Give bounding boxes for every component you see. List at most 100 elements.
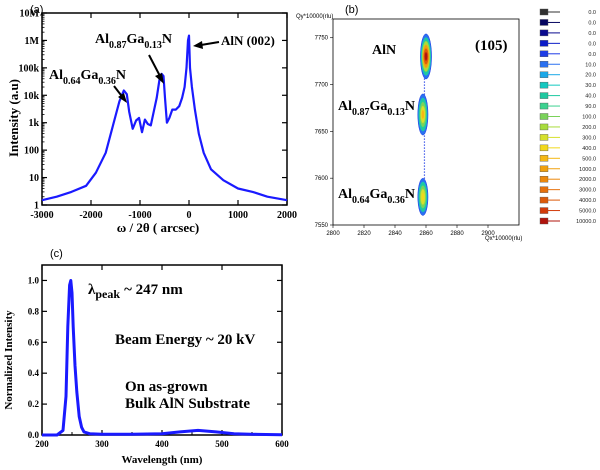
chart-b-spot-contour bbox=[421, 109, 425, 120]
chart-c-beam-annotation: Beam Energy ~ 20 kV bbox=[115, 332, 255, 348]
chart-b-intensity-legend: 0.0 0.0 0.0 0.0 0.0 10.0 20.0 30.0 40.0 90.0 100.0… bbox=[539, 8, 596, 225]
chart-b-reflection-label: (105) bbox=[475, 38, 508, 54]
chart-a-y-tick-label: 10k bbox=[23, 91, 39, 102]
chart-c-x-tick-label: 300 bbox=[95, 439, 109, 449]
chart-c-xlabel: Wavelength (nm) bbox=[122, 454, 203, 466]
chart-b-legend-swatch bbox=[539, 175, 549, 183]
chart-b-legend-swatch bbox=[539, 196, 549, 204]
chart-c-y-tick-label: 0.8 bbox=[28, 306, 40, 316]
chart-b-y-tick-label: 7600 bbox=[315, 176, 329, 182]
chart-b-legend-level-label: 0.0 bbox=[588, 20, 596, 26]
chart-b-legend-swatch bbox=[539, 186, 549, 193]
chart-a-arrowhead-al087 bbox=[155, 73, 164, 84]
chart-c-y-tick-label: 0.0 bbox=[28, 430, 40, 440]
chart-c-cl-spectrum: 200 300 400 500 600 0.0 0.2 0.4 0.6 0.8 1.0 bbox=[28, 264, 289, 449]
chart-b-ylabel: Qy*10000(rlu) bbox=[296, 14, 333, 20]
chart-b-legend-swatch bbox=[539, 71, 549, 78]
chart-b-legend-level-label: 1000.0 bbox=[579, 167, 596, 173]
chart-b-y-tick-label: 7700 bbox=[315, 83, 329, 89]
panel-a-label: (a) bbox=[30, 4, 43, 16]
chart-c-x-tick-label: 200 bbox=[35, 439, 49, 449]
chart-b-legend-level-label: 20.0 bbox=[585, 73, 596, 79]
chart-b-spot-contour bbox=[424, 51, 428, 61]
panel-c-label: (c) bbox=[50, 248, 63, 260]
chart-b-legend-level-label: 0.0 bbox=[588, 52, 596, 58]
chart-b-legend-level-label: 400.0 bbox=[582, 146, 596, 152]
chart-b-legend-swatch bbox=[539, 92, 549, 99]
chart-a-arrowhead-al064 bbox=[118, 93, 127, 103]
chart-b-spot-contour bbox=[421, 192, 425, 202]
chart-b-legend-level-label: 10000.0 bbox=[576, 219, 596, 225]
chart-c-y-tick-label: 0.6 bbox=[28, 337, 40, 347]
chart-b-x-tick-label: 2900 bbox=[481, 231, 495, 237]
chart-b-legend-level-label: 5000.0 bbox=[579, 209, 596, 215]
chart-c-x-tick-label: 500 bbox=[215, 439, 229, 449]
chart-b-y-tick-label: 7550 bbox=[315, 223, 329, 229]
chart-a-annotation-al064: Al0.64Ga0.36N bbox=[49, 68, 126, 87]
chart-a-y-tick-label: 100 bbox=[24, 146, 39, 157]
chart-a-x-tick-label: 0 bbox=[187, 210, 192, 221]
chart-a-y-tick-label: 10M bbox=[20, 9, 40, 20]
chart-a-x-tick-label: -1000 bbox=[128, 210, 151, 221]
chart-c-y-tick-label: 0.2 bbox=[28, 399, 40, 409]
chart-a-arrow-al087 bbox=[148, 54, 162, 79]
chart-b-spot-label-aln: AlN bbox=[372, 43, 396, 58]
chart-b-legend-level-label: 300.0 bbox=[582, 135, 596, 141]
chart-b-y-tick-label: 7750 bbox=[315, 36, 329, 42]
chart-b-x-tick-label: 2880 bbox=[450, 231, 464, 237]
chart-b-legend-swatch bbox=[539, 113, 549, 120]
chart-a-plot-frame bbox=[41, 12, 288, 206]
chart-a-ylabel: Intensity (a.u) bbox=[6, 79, 21, 157]
chart-b-legend-swatch bbox=[539, 207, 549, 214]
chart-b-legend-level-label: 200.0 bbox=[582, 125, 596, 131]
chart-a-arrowhead-aln bbox=[193, 41, 203, 49]
chart-a-x-tick-label: -2000 bbox=[79, 210, 102, 221]
chart-b-y-tick-label: 7650 bbox=[315, 129, 329, 135]
chart-c-series-line bbox=[42, 279, 283, 437]
chart-b-legend-level-label: 30.0 bbox=[585, 83, 596, 89]
chart-b-legend-swatch bbox=[539, 217, 549, 225]
chart-a-y-tick-label: 1 bbox=[34, 201, 39, 212]
chart-b-legend-swatch bbox=[539, 123, 549, 131]
chart-b-legend-swatch bbox=[539, 102, 549, 110]
chart-b-legend-swatch bbox=[539, 134, 549, 141]
chart-c-peak-annotation: λpeak ~ 247 nm bbox=[88, 282, 183, 301]
panel-b-label: (b) bbox=[345, 4, 358, 16]
chart-c-x-tick-label: 600 bbox=[275, 439, 289, 449]
chart-b-legend-swatch bbox=[539, 19, 549, 26]
chart-b-x-tick-label: 2860 bbox=[419, 231, 433, 237]
chart-b-legend-swatch bbox=[539, 50, 549, 57]
chart-b-legend-level-label: 0.0 bbox=[588, 10, 596, 16]
chart-b-legend-swatch bbox=[539, 144, 549, 152]
chart-b-x-tick-label: 2820 bbox=[357, 231, 371, 237]
chart-b-spot-label-al087: Al0.87Ga0.13N bbox=[338, 99, 415, 118]
chart-a-x-tick-label: 2000 bbox=[277, 210, 297, 221]
chart-b-x-tick-label: 2800 bbox=[326, 231, 340, 237]
chart-a-y-tick-label: 100k bbox=[18, 63, 39, 74]
chart-b-x-tick-label: 2840 bbox=[388, 231, 402, 237]
chart-b-xlabel: Qx*10000(rlu) bbox=[485, 236, 522, 242]
chart-b-legend-swatch bbox=[539, 40, 549, 47]
chart-c-sample-line1: On as-grown bbox=[125, 379, 208, 395]
chart-b-spot-label-al064: Al0.64Ga0.36N bbox=[338, 187, 415, 206]
chart-a-annotation-al087: Al0.87Ga0.13N bbox=[95, 32, 172, 51]
chart-b-legend-level-label: 3000.0 bbox=[579, 188, 596, 194]
chart-a-series-line bbox=[41, 34, 288, 202]
chart-b-legend-swatch bbox=[539, 61, 549, 68]
chart-a-xlabel: ω / 2θ ( arcsec) bbox=[117, 220, 199, 235]
chart-a-x-tick-label: 1000 bbox=[228, 210, 248, 221]
chart-b-legend-swatch bbox=[539, 29, 549, 37]
chart-a-annotation-aln: AlN (002) bbox=[221, 33, 275, 48]
chart-b-legend-level-label: 100.0 bbox=[582, 115, 596, 121]
chart-b-legend-level-label: 90.0 bbox=[585, 104, 596, 110]
chart-b-reciprocal-space-map: 2800 2820 2840 2860 2880 2900 7550 7600 7650 7700… bbox=[315, 18, 520, 237]
chart-c-sample-line2: Bulk AlN Substrate bbox=[125, 396, 250, 412]
chart-c-ylabel: Normalized Intensity bbox=[3, 310, 15, 410]
chart-b-legend-level-label: 40.0 bbox=[585, 94, 596, 100]
chart-a-y-tick-label: 10 bbox=[29, 173, 39, 184]
chart-b-legend-level-label: 0.0 bbox=[588, 31, 596, 37]
chart-b-legend-level-label: 10.0 bbox=[585, 62, 596, 68]
chart-c-y-tick-label: 1.0 bbox=[28, 275, 40, 285]
chart-a-x-tick-label: -3000 bbox=[30, 210, 53, 221]
